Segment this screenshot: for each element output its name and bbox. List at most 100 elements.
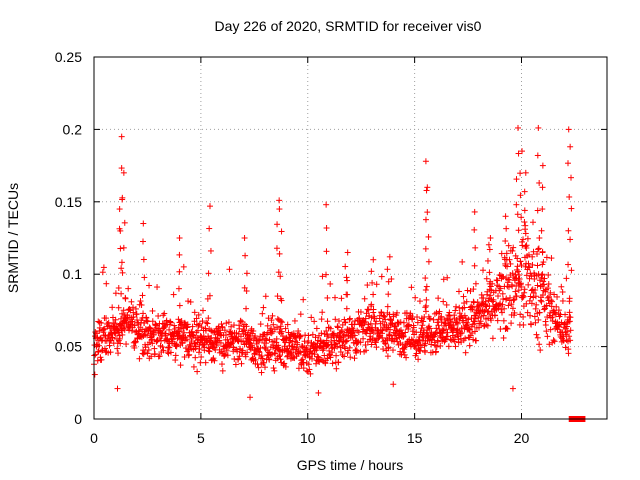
data-point: [548, 297, 555, 304]
data-point: [500, 334, 507, 341]
data-point: [341, 316, 348, 323]
data-point: [276, 352, 283, 359]
data-point: [253, 340, 260, 347]
data-point: [517, 258, 524, 265]
data-point: [306, 366, 313, 373]
data-point: [273, 335, 280, 342]
data-point: [357, 309, 364, 316]
data-point: [275, 269, 282, 276]
data-point: [184, 321, 191, 328]
data-points: [91, 124, 586, 422]
data-point: [95, 348, 102, 355]
data-point: [244, 349, 251, 356]
data-point: [299, 356, 306, 363]
data-point: [237, 346, 244, 353]
data-point: [225, 319, 232, 326]
data-point: [510, 244, 517, 251]
data-point: [444, 333, 451, 340]
data-point: [414, 319, 421, 326]
data-point: [96, 327, 103, 334]
data-point: [271, 349, 278, 356]
data-point: [546, 341, 553, 348]
data-point: [400, 319, 407, 326]
data-point: [386, 253, 393, 260]
data-point: [515, 227, 522, 234]
data-point: [335, 359, 342, 366]
data-point: [503, 325, 510, 332]
data-point: [428, 341, 435, 348]
data-point: [507, 294, 514, 301]
data-point: [172, 352, 179, 359]
data-point: [461, 304, 468, 311]
data-point: [309, 355, 316, 362]
data-point: [516, 276, 523, 283]
data-point: [327, 280, 334, 287]
data-point: [176, 302, 183, 309]
data-point: [119, 331, 126, 338]
data-point: [246, 335, 253, 342]
data-point: [344, 337, 351, 344]
data-point: [506, 276, 513, 283]
data-point: [311, 318, 318, 325]
data-point: [529, 261, 536, 268]
data-point: [155, 312, 162, 319]
data-point: [252, 356, 259, 363]
data-point: [373, 318, 380, 325]
data-point: [167, 349, 174, 356]
data-point: [416, 298, 423, 305]
data-point: [196, 345, 203, 352]
data-point: [498, 250, 505, 257]
data-point: [522, 226, 529, 233]
data-point: [276, 353, 283, 360]
data-point: [282, 363, 289, 370]
data-point: [131, 344, 138, 351]
data-point: [505, 302, 512, 309]
data-point: [472, 328, 479, 335]
data-point: [422, 286, 429, 293]
data-point: [470, 286, 477, 293]
data-point: [278, 228, 285, 235]
data-point: [323, 271, 330, 278]
data-point: [436, 325, 443, 332]
data-point: [243, 270, 250, 277]
data-point: [413, 350, 420, 357]
data-point: [486, 280, 493, 287]
data-point: [521, 188, 528, 195]
data-point: [185, 346, 192, 353]
data-point: [382, 316, 389, 323]
data-point: [521, 289, 528, 296]
data-point: [445, 343, 452, 350]
data-point: [96, 342, 103, 349]
data-point: [361, 318, 368, 325]
data-point: [278, 328, 285, 335]
data-point: [355, 329, 362, 336]
data-point: [532, 305, 539, 312]
data-point: [143, 317, 150, 324]
data-point: [494, 293, 501, 300]
data-point: [324, 331, 331, 338]
data-point: [334, 324, 341, 331]
data-point: [243, 287, 250, 294]
data-point: [189, 323, 196, 330]
data-point: [566, 193, 573, 200]
data-point: [258, 352, 265, 359]
data-point: [522, 263, 529, 270]
data-point: [400, 333, 407, 340]
data-point: [252, 333, 259, 340]
data-point: [480, 312, 487, 319]
data-point: [518, 148, 525, 155]
data-point: [260, 359, 267, 366]
data-point: [524, 235, 531, 242]
data-point: [567, 337, 574, 344]
data-point: [117, 340, 124, 347]
data-point: [180, 325, 187, 332]
data-point: [342, 319, 349, 326]
data-point: [101, 332, 108, 339]
data-point: [324, 318, 331, 325]
data-point: [223, 320, 230, 327]
data-point: [422, 308, 429, 315]
data-point: [551, 338, 558, 345]
data-point: [482, 298, 489, 305]
data-point: [337, 334, 344, 341]
data-point: [567, 314, 574, 321]
